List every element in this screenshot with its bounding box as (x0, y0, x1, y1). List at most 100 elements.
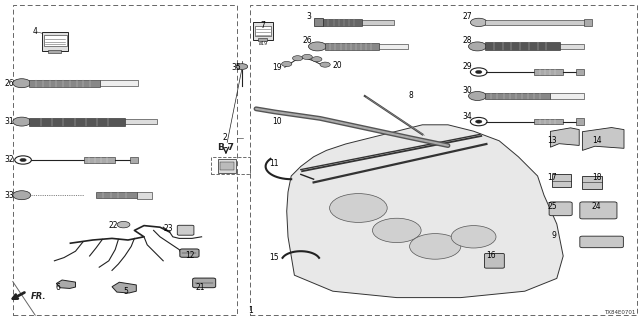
Bar (534, 69, 563, 75)
Text: 27: 27 (463, 12, 472, 21)
Text: 30: 30 (463, 86, 472, 95)
Text: 26: 26 (4, 79, 14, 88)
Circle shape (117, 221, 130, 228)
Text: TX84E0701: TX84E0701 (604, 310, 636, 316)
Bar (576, 118, 584, 125)
Text: 24: 24 (592, 202, 602, 211)
FancyBboxPatch shape (552, 174, 571, 187)
Text: 3: 3 (307, 12, 312, 21)
Circle shape (476, 120, 482, 123)
Text: 12: 12 (186, 252, 195, 260)
Text: 18: 18 (592, 173, 602, 182)
Bar (325, 43, 380, 50)
FancyBboxPatch shape (549, 202, 572, 216)
Bar (485, 92, 550, 100)
Bar (534, 119, 563, 124)
Bar (130, 156, 138, 164)
Bar (380, 44, 408, 49)
Circle shape (292, 56, 303, 61)
Text: 25: 25 (547, 202, 557, 211)
Bar (211, 157, 250, 174)
Text: 6: 6 (56, 284, 61, 292)
Text: 31: 31 (4, 117, 14, 126)
Circle shape (330, 194, 387, 222)
FancyBboxPatch shape (177, 225, 194, 235)
Bar (220, 162, 234, 170)
Text: 23: 23 (163, 224, 173, 233)
Circle shape (468, 92, 486, 100)
Text: B-7: B-7 (218, 143, 235, 152)
Text: 28: 28 (463, 36, 472, 45)
FancyBboxPatch shape (582, 176, 602, 189)
FancyBboxPatch shape (253, 22, 273, 40)
Circle shape (13, 117, 31, 126)
Bar (584, 19, 592, 26)
Bar (255, 26, 271, 36)
Polygon shape (550, 128, 579, 147)
Text: 4: 4 (32, 28, 37, 36)
Polygon shape (287, 125, 563, 298)
Text: 10: 10 (272, 117, 282, 126)
Text: 29: 29 (463, 62, 472, 71)
Text: 16: 16 (486, 252, 496, 260)
Bar (485, 20, 591, 25)
Bar (44, 35, 67, 46)
FancyBboxPatch shape (180, 249, 199, 257)
Text: 34: 34 (463, 112, 472, 121)
Circle shape (13, 191, 31, 200)
Bar (84, 157, 115, 163)
Text: 32: 32 (4, 156, 14, 164)
Polygon shape (56, 280, 76, 288)
Circle shape (372, 218, 421, 243)
FancyBboxPatch shape (580, 202, 617, 219)
Text: 13: 13 (547, 136, 557, 145)
Text: 9: 9 (552, 231, 557, 240)
Bar (485, 42, 559, 51)
Circle shape (308, 42, 326, 51)
Bar (258, 38, 267, 41)
Text: 15: 15 (269, 253, 278, 262)
Bar (29, 117, 125, 126)
Text: 17: 17 (547, 173, 557, 182)
Polygon shape (112, 282, 136, 293)
FancyBboxPatch shape (484, 253, 504, 268)
Bar (576, 68, 584, 76)
Bar (550, 93, 584, 99)
Circle shape (13, 79, 31, 88)
Bar (559, 44, 584, 49)
Bar (13, 5, 237, 315)
Text: 1: 1 (248, 306, 253, 315)
Text: ø19: ø19 (259, 40, 268, 45)
Text: 35: 35 (232, 63, 241, 72)
Circle shape (312, 57, 322, 62)
Bar (138, 192, 152, 199)
Bar (96, 192, 138, 198)
Text: 21: 21 (195, 284, 205, 292)
Text: 19: 19 (272, 63, 282, 72)
Text: 11: 11 (269, 159, 278, 168)
Circle shape (320, 62, 330, 67)
FancyBboxPatch shape (193, 278, 216, 288)
FancyBboxPatch shape (42, 32, 68, 51)
Bar (314, 18, 323, 27)
Text: 7: 7 (260, 21, 266, 30)
Bar (29, 80, 100, 87)
FancyBboxPatch shape (218, 159, 236, 173)
Bar (362, 20, 394, 25)
Circle shape (302, 54, 312, 60)
Text: 26: 26 (302, 36, 312, 45)
Bar (100, 80, 138, 86)
Text: 20: 20 (333, 61, 342, 70)
Text: 5: 5 (123, 287, 128, 296)
Text: 22: 22 (109, 221, 118, 230)
Circle shape (476, 70, 482, 74)
Text: 33: 33 (4, 191, 14, 200)
Circle shape (470, 18, 487, 27)
Circle shape (410, 234, 461, 259)
Circle shape (236, 64, 248, 69)
Bar (250, 5, 637, 315)
Text: FR.: FR. (31, 292, 46, 301)
Circle shape (20, 158, 26, 162)
Polygon shape (582, 127, 624, 150)
Text: 14: 14 (592, 136, 602, 145)
